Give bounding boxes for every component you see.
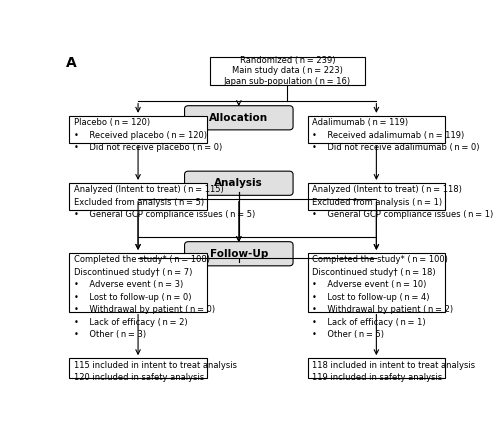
Text: Completed the study* ( n = 108)
Discontinued study† ( n = 7)
•    Adverse event : Completed the study* ( n = 108) Disconti… xyxy=(74,255,215,339)
FancyBboxPatch shape xyxy=(308,116,445,143)
FancyBboxPatch shape xyxy=(210,57,365,85)
FancyBboxPatch shape xyxy=(308,253,445,312)
Text: A: A xyxy=(66,56,77,70)
Text: Randomized ( n = 239)
Main study data ( n = 223)
Japan sub-population ( n = 16): Randomized ( n = 239) Main study data ( … xyxy=(224,56,351,86)
FancyBboxPatch shape xyxy=(184,242,293,266)
Text: Analysis: Analysis xyxy=(214,178,263,188)
FancyBboxPatch shape xyxy=(308,358,445,378)
Text: Analyzed (Intent to treat) ( n = 115)
Excluded from analysis ( n = 5)
•    Gener: Analyzed (Intent to treat) ( n = 115) Ex… xyxy=(74,185,255,219)
FancyBboxPatch shape xyxy=(184,106,293,130)
Text: 115 included in intent to treat analysis
120 included in safety analysis: 115 included in intent to treat analysis… xyxy=(74,361,237,382)
FancyBboxPatch shape xyxy=(308,183,445,211)
Text: Adalimumab ( n = 119)
•    Received adalimumab ( n = 119)
•    Did not receive a: Adalimumab ( n = 119) • Received adalimu… xyxy=(312,118,480,152)
FancyBboxPatch shape xyxy=(184,171,293,195)
Text: Completed the study* ( n = 100)
Discontinued study† ( n = 18)
•    Adverse event: Completed the study* ( n = 100) Disconti… xyxy=(312,255,454,339)
Text: Placebo ( n = 120)
•    Received placebo ( n = 120)
•    Did not receive placebo: Placebo ( n = 120) • Received placebo ( … xyxy=(74,118,222,152)
FancyBboxPatch shape xyxy=(70,358,207,378)
FancyBboxPatch shape xyxy=(70,116,207,143)
FancyBboxPatch shape xyxy=(70,253,207,312)
Text: Analyzed (Intent to treat) ( n = 118)
Excluded from analysis ( n = 1)
•    Gener: Analyzed (Intent to treat) ( n = 118) Ex… xyxy=(312,185,494,219)
FancyBboxPatch shape xyxy=(70,183,207,211)
Text: 118 included in intent to treat analysis
119 included in safety analysis: 118 included in intent to treat analysis… xyxy=(312,361,476,382)
Text: Follow-Up: Follow-Up xyxy=(210,249,268,259)
Text: Allocation: Allocation xyxy=(209,113,268,123)
